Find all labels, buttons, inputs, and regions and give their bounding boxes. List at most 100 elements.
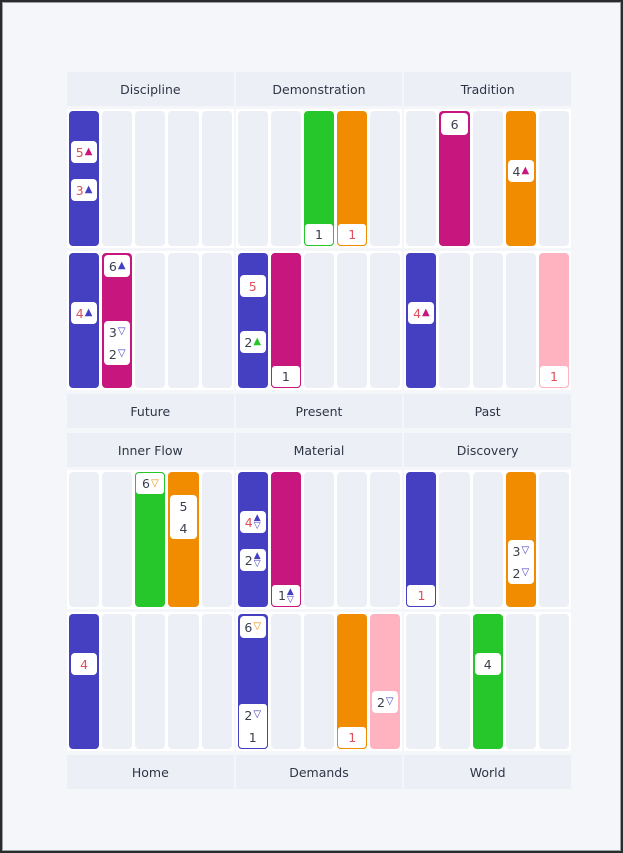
slot (270, 111, 301, 246)
value-chip[interactable]: 2 ▲ (239, 331, 266, 353)
value-chip: 4 (180, 517, 188, 539)
chip-value: 4 (179, 520, 188, 536)
slot (538, 614, 570, 749)
chip-value: 6 (108, 258, 117, 274)
panel-discovery-top: 1 3 ▽ 2 ▽ (404, 470, 572, 609)
triangle-up-icon: ▲ (84, 307, 93, 318)
chip-value: 2 (108, 346, 117, 362)
bar-blue[interactable]: 4 (69, 614, 100, 749)
row-b: 4 ▲ 6 ▲ 3 ▽ 2 ▽ 5 2 ▲ 1 4 ▲ 1 (67, 251, 572, 390)
slot (102, 111, 133, 246)
up-down-arrows-icon: ▲ ▽ (253, 551, 261, 569)
slot (135, 614, 166, 749)
value-chip[interactable]: 1 (538, 365, 570, 388)
row-d: 4 6 ▽ 2 ▽ 1 1 2 ▽ 4 (67, 612, 572, 751)
triangle-up-icon: ▲ (84, 184, 93, 195)
stacked-chips[interactable]: 2 ▽ 1 (237, 703, 268, 749)
value-chip[interactable]: 4 ▲ (71, 302, 98, 324)
bar-pink[interactable]: 2 ▽ (370, 614, 401, 749)
value-chip[interactable]: 2 ▲ ▽ (239, 549, 266, 571)
header-material: Material (235, 433, 403, 467)
value-chip[interactable]: 4 (474, 653, 501, 675)
matrix-grid: Discipline Demonstration Tradition 5 ▲ 3 ▲ … (67, 72, 572, 789)
slot (538, 472, 570, 607)
slot (303, 614, 335, 749)
chip-value: 1 (417, 588, 426, 603)
slot (439, 614, 470, 749)
bar-orange[interactable]: 3 ▽ 2 ▽ (505, 472, 536, 607)
value-chip[interactable]: 4 ▲ (507, 160, 534, 182)
top-header-row: Discipline Demonstration Tradition (67, 72, 572, 106)
header-discovery: Discovery (404, 433, 572, 467)
bar-magenta[interactable]: 1 (270, 253, 301, 388)
value-chip[interactable]: 4 ▲ ▽ (239, 511, 266, 533)
value-chip[interactable]: 6 ▽ (135, 472, 166, 495)
chip-value: 1 (281, 369, 290, 384)
value-chip[interactable]: 2 ▽ (372, 691, 399, 713)
value-chip[interactable]: 1 (337, 223, 368, 246)
bar-green[interactable]: 1 (303, 111, 335, 246)
panel-innerflow-top: 6 ▽ 5 4 (67, 470, 234, 609)
triangle-down-icon: ▽ (253, 709, 262, 720)
value-chip[interactable]: 5 (239, 275, 266, 297)
bar-orange[interactable]: 4 ▲ (505, 111, 536, 246)
stacked-chips[interactable]: 3 ▽ 2 ▽ (104, 321, 131, 365)
slot (303, 472, 335, 607)
bar-magenta[interactable]: 1 ▲ ▽ (270, 472, 301, 607)
value-chip[interactable]: 6 ▲ (104, 255, 131, 277)
value-chip: 3 ▽ (513, 540, 530, 562)
slot (102, 472, 133, 607)
value-chip[interactable]: 1 ▲ ▽ (270, 584, 301, 607)
value-chip[interactable]: 1 (337, 726, 368, 749)
stacked-chips[interactable]: 3 ▽ 2 ▽ (507, 540, 534, 584)
chip-value: 4 (512, 163, 521, 179)
up-down-arrows-icon: ▲ ▽ (253, 513, 261, 531)
up-down-arrows-icon: ▲ ▽ (286, 586, 294, 605)
bar-magenta[interactable]: 6 (439, 111, 470, 246)
bar-blue[interactable]: 5 2 ▲ (237, 253, 268, 388)
slot (337, 472, 368, 607)
value-chip[interactable]: 1 (406, 584, 437, 607)
header-tradition: Tradition (404, 72, 572, 106)
slot (337, 253, 368, 388)
value-chip[interactable]: 1 (270, 365, 301, 388)
bar-blue[interactable]: 1 (406, 472, 437, 607)
value-chip[interactable]: 6 ▽ (239, 616, 266, 638)
slot (370, 111, 401, 246)
value-chip[interactable]: 1 (303, 223, 335, 246)
chip-value: 3 (108, 324, 117, 340)
triangle-down-icon: ▽ (150, 477, 159, 489)
chip-value: 4 (75, 305, 84, 321)
slot (370, 472, 401, 607)
bar-blue[interactable]: 4 ▲ (69, 253, 100, 388)
slot (472, 472, 503, 607)
bar-blue[interactable]: 4 ▲ (406, 253, 437, 388)
bar-magenta[interactable]: 6 ▲ 3 ▽ 2 ▽ (102, 253, 133, 388)
value-chip: 5 (180, 495, 188, 517)
bar-orange[interactable]: 1 (337, 111, 368, 246)
chip-value: 1 (550, 369, 558, 384)
value-chip: 2 ▽ (513, 562, 530, 584)
triangle-up-icon: ▲ (117, 260, 126, 271)
slot (135, 253, 166, 388)
bar-pink[interactable]: 1 (538, 253, 570, 388)
value-chip[interactable]: 5 ▲ (71, 141, 98, 163)
bar-orange[interactable]: 1 (337, 614, 368, 749)
bar-green[interactable]: 6 ▽ (135, 472, 166, 607)
middle-label-row: Future Present Past (67, 394, 572, 428)
bar-blue[interactable]: 4 ▲ ▽ 2 ▲ ▽ (237, 472, 268, 607)
bar-blue[interactable]: 5 ▲ 3 ▲ (69, 111, 100, 246)
chip-value: 2 (244, 334, 253, 350)
value-chip[interactable]: 6 (441, 113, 468, 135)
value-chip[interactable]: 4 ▲ (408, 302, 435, 324)
bar-blue[interactable]: 6 ▽ 2 ▽ 1 (237, 614, 268, 749)
chip-value: 6 (142, 476, 150, 491)
value-chip[interactable]: 4 (71, 653, 98, 675)
panel-tradition-bottom: 4 ▲ 1 (404, 251, 572, 390)
value-chip[interactable]: 3 ▲ (71, 179, 98, 201)
bar-green[interactable]: 4 (472, 614, 503, 749)
